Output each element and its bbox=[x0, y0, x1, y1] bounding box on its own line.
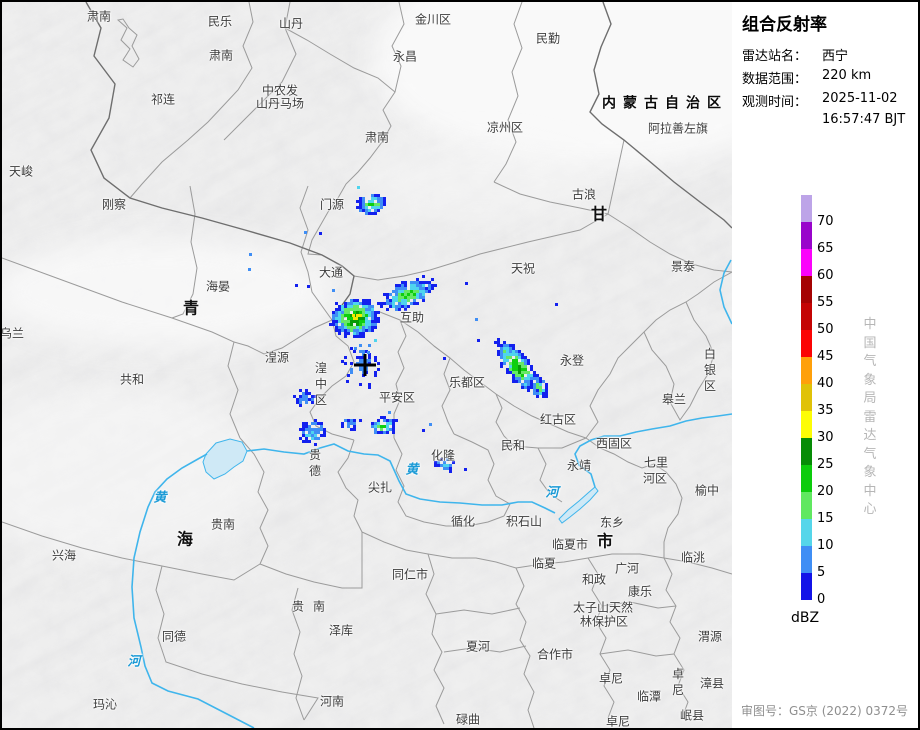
lake-longyangxia bbox=[202, 438, 248, 480]
legend-color-segment bbox=[801, 330, 812, 357]
legend-tick-label: 55 bbox=[817, 295, 834, 310]
legend-color-segment bbox=[801, 222, 812, 249]
watermark-char: 象 bbox=[863, 372, 877, 388]
legend-color-segment bbox=[801, 384, 812, 411]
legend-color-segment bbox=[801, 276, 812, 303]
map-canvas bbox=[2, 2, 732, 728]
watermark-char: 国 bbox=[863, 335, 877, 351]
range-value: 220 km bbox=[822, 68, 872, 83]
legend-tick-label: 20 bbox=[817, 484, 834, 499]
watermark-char: 心 bbox=[863, 502, 877, 517]
legend-tick-label: 30 bbox=[817, 430, 834, 445]
legend-color-segment bbox=[801, 546, 812, 573]
legend-unit: dBZ bbox=[791, 610, 820, 626]
legend-color-segment bbox=[801, 357, 812, 384]
watermark-char: 象 bbox=[863, 465, 877, 480]
radar-echo-layer bbox=[248, 186, 558, 473]
watermark-char: 局 bbox=[863, 391, 877, 406]
range-label: 数据范围： bbox=[742, 72, 808, 87]
station-value: 西宁 bbox=[822, 49, 849, 64]
watermark-char: 气 bbox=[863, 354, 877, 369]
legend-tick-label: 60 bbox=[817, 268, 834, 283]
obstime-label: 观测时间： bbox=[742, 95, 808, 110]
legend-tick-label: 45 bbox=[817, 349, 834, 364]
water-layer bbox=[131, 259, 732, 728]
province-boundary-layer bbox=[85, 2, 732, 321]
legend-tick-label: 50 bbox=[817, 322, 834, 337]
legend-tick-label: 10 bbox=[817, 538, 834, 553]
river-yellow bbox=[131, 259, 732, 728]
legend-tick-label: 25 bbox=[817, 457, 834, 472]
watermark-char: 气 bbox=[863, 446, 877, 462]
legend-color-segment bbox=[801, 438, 812, 465]
boundary-layer bbox=[2, 2, 732, 728]
map-approval-number: 审图号：GS京 (2022) 0372号 bbox=[741, 704, 908, 718]
product-title: 组合反射率 bbox=[742, 15, 827, 35]
legend-color-segment bbox=[801, 411, 812, 438]
watermark-char: 中 bbox=[863, 483, 877, 499]
watermark-char: 中 bbox=[863, 317, 877, 332]
legend-color-segment bbox=[801, 195, 812, 222]
legend-color-segment bbox=[801, 519, 812, 546]
station-label: 雷达站名： bbox=[742, 49, 808, 64]
obstime-clock: 16:57:47 BJT bbox=[822, 112, 906, 127]
radar-station-marker bbox=[354, 354, 376, 376]
legend-tick-label: 0 bbox=[817, 592, 826, 607]
lake-liujiaxia bbox=[558, 486, 599, 524]
legend-color-segment bbox=[801, 573, 812, 600]
legend-color-segment bbox=[801, 249, 812, 276]
terrain-layer bbox=[2, 2, 732, 728]
watermark-char: 雷 bbox=[863, 409, 877, 425]
legend-tick-label: 70 bbox=[817, 214, 834, 229]
obstime-date: 2025-11-02 bbox=[822, 91, 898, 106]
legend-tick-label: 5 bbox=[817, 565, 826, 580]
legend-color-segment bbox=[801, 465, 812, 492]
legend-tick-label: 35 bbox=[817, 403, 834, 418]
legend-tick-label: 15 bbox=[817, 511, 834, 526]
legend-tick-label: 65 bbox=[817, 241, 834, 256]
radar-map: 肃南 民乐 山丹 金川区 永昌 民勤 肃南 中农发 山丹马场 祁连 凉州区 阿拉善左旗 肃南 天峻 古浪 景泰… bbox=[2, 2, 732, 728]
legend-color-segment bbox=[801, 492, 812, 519]
legend-color-segment bbox=[801, 303, 812, 330]
info-panel: 组合反射率 雷达站名： 西宁 数据范围： 220 km 观测时间： 2025-1… bbox=[732, 2, 918, 728]
watermark-char: 达 bbox=[863, 428, 877, 443]
legend-tick-label: 40 bbox=[817, 376, 834, 391]
